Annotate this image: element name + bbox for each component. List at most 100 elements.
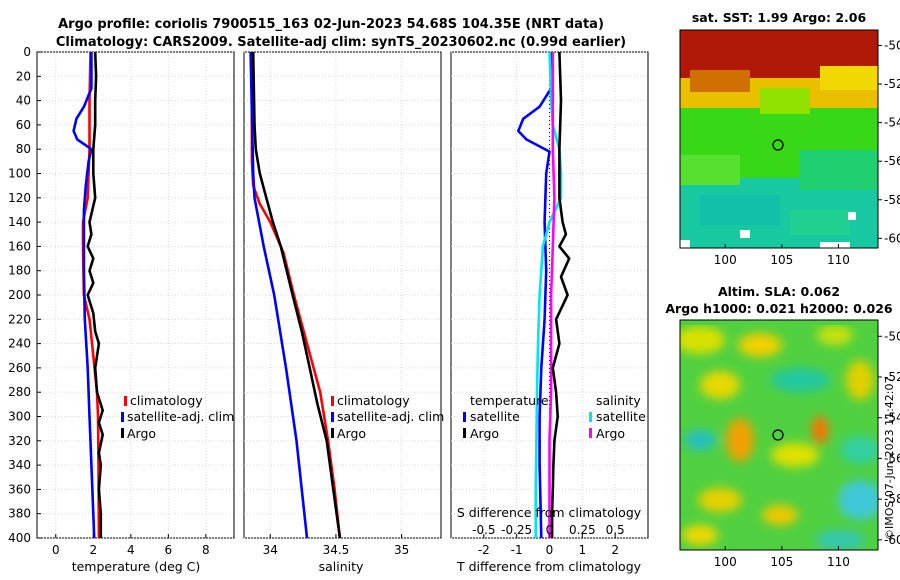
difference-panel: -2 -1 0 1 2 -0.5 -0.25 0 0.25 0.5 S difference f… [450, 51, 649, 574]
map-x-tick-label: 110 [827, 555, 850, 569]
x-tick-label: -1 [511, 543, 523, 557]
sla-map-title: Altim. SLA: 0.062 [718, 284, 840, 299]
sst-map-title: sat. SST: 1.99 Argo: 2.06 [692, 10, 867, 25]
sst-map-panel: sat. SST: 1.99 Argo: 2.06 100 105 110 -50 -5… [679, 10, 900, 267]
s-tick-label: -0.25 [501, 523, 532, 537]
legend-swatch-t-argo [463, 428, 466, 438]
map-x-tick-label: 100 [714, 253, 737, 267]
legend-satellite: satellite-adj. clim [127, 409, 234, 424]
difference-legend: temperature satellite Argo salinity sate… [463, 393, 646, 441]
map-x-tick-label: 105 [770, 555, 793, 569]
temperature-panel: 0204060801001201401601802002202402602803… [8, 45, 235, 574]
y-tick-label: 280 [8, 385, 31, 399]
difference-x-ticks: -2 -1 0 1 2 [478, 534, 619, 557]
sla-map-subtitle: Argo h1000: 0.021 h2000: 0.026 [665, 301, 893, 316]
map-y-tick-label: -54 [884, 116, 900, 130]
y-tick-label: 140 [8, 215, 31, 229]
y-tick-label: 360 [8, 482, 31, 496]
y-tick-label: 300 [8, 410, 31, 424]
temperature-axes [36, 51, 235, 539]
map-y-tick-label: -52 [884, 370, 900, 384]
y-tick-label: 40 [16, 94, 31, 108]
legend-argo: Argo [127, 426, 156, 441]
x-tick-label: 34.5 [323, 543, 350, 557]
x-tick-label: 2 [89, 543, 97, 557]
map-y-tick-label: -52 [884, 77, 900, 91]
sla-map-ticks: 100 105 110 -50 -52 -54 -56 -58 -60 [714, 329, 900, 569]
legend-swatch-climatology [124, 396, 127, 406]
s-difference-label: S difference from climatology [457, 505, 642, 520]
legend-salinity-title: salinity [596, 393, 641, 408]
y-tick-label: 340 [8, 458, 31, 472]
y-tick-label: 80 [16, 142, 31, 156]
salinity-x-ticks: 34 34.5 35 [263, 534, 409, 557]
legend-swatch-satellite [331, 412, 334, 422]
y-tick-label: 160 [8, 239, 31, 253]
y-tick-label: 60 [16, 118, 31, 132]
y-tick-label: 20 [16, 69, 31, 83]
map-y-tick-label: -54 [884, 411, 900, 425]
difference-lines [516, 51, 571, 539]
y-tick-label: 120 [8, 191, 31, 205]
imos-watermark: ©IMOS 07-Jun-2023 11:42:07 [883, 376, 896, 540]
title-line-1: Argo profile: coriolis 7900515_163 02-Ju… [58, 17, 604, 32]
series-line-argo [86, 51, 104, 538]
map-y-tick-label: -56 [884, 451, 900, 465]
series-line-t-argo [550, 51, 571, 538]
y-tick-label: 180 [8, 264, 31, 278]
series-line-satellite-adj-clim [72, 52, 96, 539]
map-y-tick-label: -58 [884, 193, 900, 207]
legend-s-argo: Argo [596, 426, 625, 441]
x-tick-label: 2 [611, 543, 619, 557]
map-y-tick-label: -50 [884, 38, 900, 52]
map-y-tick-label: -50 [884, 329, 900, 343]
map-y-tick-label: -60 [884, 533, 900, 547]
y-tick-label: 400 [8, 531, 31, 545]
map-y-tick-label: -60 [884, 231, 900, 245]
x-tick-label: 4 [127, 543, 135, 557]
argo-position-marker [772, 429, 784, 441]
x-tick-label: 6 [165, 543, 173, 557]
y-tick-label: 220 [8, 312, 31, 326]
legend-s-satellite: satellite [596, 409, 646, 424]
legend-temperature-title: temperature [470, 393, 549, 408]
salinity-grid [244, 51, 441, 539]
salinity-panel: 34 34.5 35 salinity climatology satellite-… [243, 51, 444, 574]
temperature-legend: climatology satellite-adj. clim Argo [121, 393, 234, 441]
sla-map-image [680, 320, 878, 550]
temperature-x-ticks: 0 2 4 6 8 [52, 534, 210, 557]
x-tick-label: 0 [546, 543, 554, 557]
temperature-lines [72, 51, 104, 539]
legend-swatch-s-satellite [589, 412, 592, 422]
legend-swatch-argo [121, 428, 124, 438]
map-x-tick-label: 100 [714, 555, 737, 569]
series-line-argo [251, 51, 342, 539]
series-line-satellite-adj-clim [249, 51, 309, 539]
y-tick-label: 320 [8, 434, 31, 448]
title-line-2: Climatology: CARS2009. Satellite-adj cli… [56, 35, 626, 50]
series-line-s-argo [548, 52, 556, 538]
y-tick-label: 240 [8, 337, 31, 351]
sst-map-ticks: 100 105 110 -50 -52 -54 -56 -58 -60 [714, 38, 900, 267]
s-tick-label: 0 [546, 523, 554, 537]
x-tick-label: 35 [394, 543, 409, 557]
legend-argo: Argo [337, 426, 366, 441]
sst-map-image [680, 30, 878, 248]
legend-swatch-t-satellite [463, 412, 466, 422]
temperature-xlabel: temperature (deg C) [72, 559, 201, 574]
legend-swatch-s-argo [589, 428, 592, 438]
x-tick-label: 0 [52, 543, 60, 557]
y-tick-label: 0 [23, 45, 31, 59]
map-y-tick-label: -56 [884, 154, 900, 168]
x-tick-label: 1 [579, 543, 587, 557]
salinity-xlabel: salinity [319, 559, 364, 574]
y-tick-label: 260 [8, 361, 31, 375]
map-y-tick-label: -58 [884, 492, 900, 506]
legend-climatology: climatology [337, 393, 410, 408]
salinity-legend: climatology satellite-adj. clim Argo [331, 393, 444, 441]
legend-swatch-satellite [121, 412, 124, 422]
x-tick-label: 34 [263, 543, 278, 557]
t-difference-xlabel: T difference from climatology [456, 559, 642, 574]
y-tick-label: 200 [8, 288, 31, 302]
